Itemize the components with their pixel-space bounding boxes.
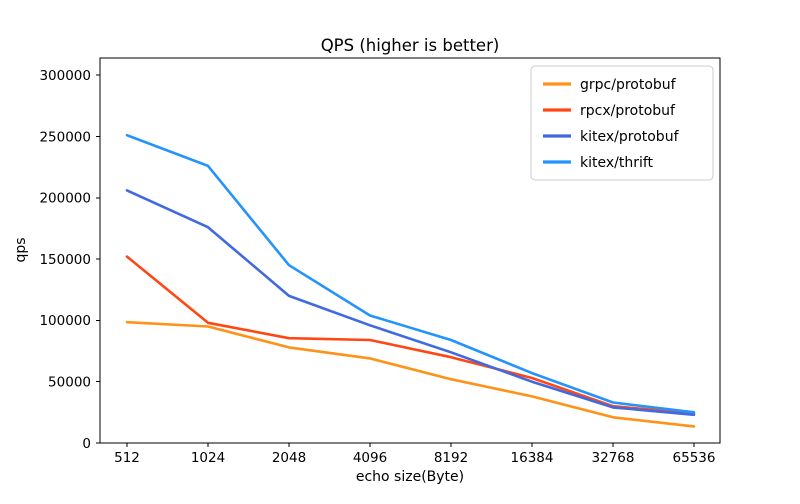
- y-tick-label: 150000: [39, 252, 91, 268]
- y-tick-label: 50000: [48, 374, 91, 390]
- x-axis-ticks: 512 1024 2048 4096 8192 16384 32768 65536: [114, 443, 715, 466]
- x-axis-label: echo size(Byte): [356, 469, 464, 485]
- x-tick-label: 65536: [673, 450, 716, 466]
- y-axis-label: qps: [13, 237, 29, 262]
- legend-label-rpcx-protobuf: rpcx/protobuf: [580, 103, 676, 119]
- legend: grpc/protobuf rpcx/protobuf kitex/protobuf…: [530, 65, 714, 181]
- x-tick-label: 2048: [272, 450, 306, 466]
- legend-label-kitex-protobuf: kitex/protobuf: [580, 129, 680, 145]
- y-tick-label: 200000: [39, 191, 91, 207]
- series-line-kitex-thrift: [125, 133, 696, 414]
- x-tick-label: 4096: [353, 450, 387, 466]
- series-line-rpcx-protobuf: [125, 255, 696, 415]
- y-tick-label: 300000: [39, 68, 91, 84]
- legend-label-kitex-thrift: kitex/thrift: [580, 155, 654, 171]
- x-tick-label: 16384: [511, 450, 554, 466]
- series-lines: [125, 133, 696, 428]
- series-line-grpc-protobuf: [125, 320, 696, 428]
- y-axis-ticks: 0 50000 100000 150000 200000 250000 300000: [39, 68, 100, 452]
- y-tick-label: 0: [82, 436, 91, 452]
- y-tick-label: 250000: [39, 129, 91, 145]
- plot-border: [99, 57, 721, 444]
- legend-box: [530, 65, 714, 181]
- y-tick-label: 100000: [39, 313, 91, 329]
- x-tick-label: 32768: [592, 450, 635, 466]
- x-tick-label: 512: [114, 450, 140, 466]
- legend-label-grpc-protobuf: grpc/protobuf: [580, 77, 677, 93]
- x-tick-label: 1024: [191, 450, 225, 466]
- series-line-kitex-protobuf: [125, 189, 696, 417]
- x-tick-label: 8192: [434, 450, 468, 466]
- chart-title: QPS (higher is better): [321, 36, 500, 55]
